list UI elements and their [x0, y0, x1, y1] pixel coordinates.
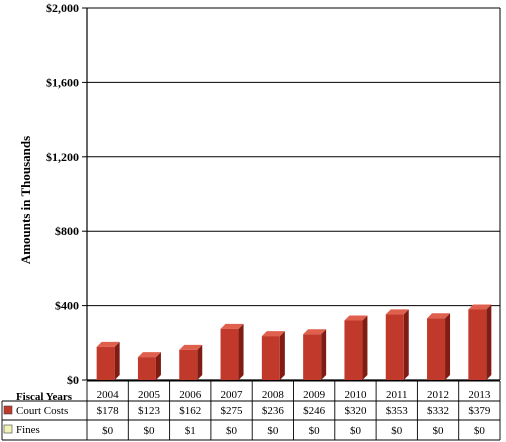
- court-costs-value-label: $123: [138, 405, 161, 417]
- y-axis-ticks: $0 $400 $800 $1,200 $1,600 $2,000: [46, 1, 79, 387]
- bar-side: [114, 341, 120, 380]
- category-label: 2008: [262, 389, 285, 401]
- bar-2013: [468, 304, 492, 380]
- bar-2008: [261, 331, 285, 380]
- bar-front: [220, 328, 239, 380]
- category-label: 2012: [427, 389, 449, 401]
- y-tick-label: $800: [55, 224, 79, 238]
- bar-front: [427, 318, 446, 380]
- y-tick-label: $400: [55, 299, 79, 313]
- court-costs-value-label: $178: [97, 405, 120, 417]
- bar-2012: [427, 313, 451, 380]
- bar-2004: [96, 341, 120, 380]
- court-costs-value-label: $236: [262, 405, 285, 417]
- bar-front: [96, 346, 115, 380]
- bar-2006: [179, 344, 203, 380]
- bar-front: [179, 349, 198, 380]
- data-table: Fiscal Years Court Costs Fines 2004 $178 $…: [1, 380, 501, 441]
- bar-side: [486, 304, 492, 380]
- bar-side: [321, 329, 327, 380]
- bar-2009: [303, 329, 327, 380]
- y-tick-label: $0: [67, 373, 79, 387]
- bar-top: [261, 331, 285, 337]
- category-label: 2005: [138, 389, 161, 401]
- category-label: 2011: [386, 389, 408, 401]
- fines-value-label: $0: [226, 425, 238, 437]
- fines-value-label: $0: [267, 425, 279, 437]
- court-costs-value-label: $246: [303, 405, 326, 417]
- category-label: 2004: [97, 389, 120, 401]
- y-tick-label: $1,200: [46, 150, 79, 164]
- table-gridlines: [1, 380, 501, 441]
- table-cells: 2004 $178 $0 2005 $123 $0 2006 $162 $1 2007 $275 $0…: [97, 389, 491, 437]
- bar-top: [427, 313, 451, 319]
- bar-front: [468, 309, 487, 380]
- court-costs-value-label: $275: [221, 405, 244, 417]
- fines-value-label: $0: [391, 425, 403, 437]
- bar-side: [155, 352, 161, 380]
- bar-top: [220, 323, 244, 329]
- bar-side: [403, 309, 409, 380]
- bar-top: [137, 352, 161, 358]
- bar-2007: [220, 323, 244, 380]
- y-tick-label: $2,000: [46, 1, 79, 15]
- bar-top: [179, 344, 203, 350]
- bar-top: [385, 309, 409, 315]
- bar-front: [385, 314, 404, 380]
- bar-top: [96, 341, 120, 347]
- bar-front: [261, 336, 280, 380]
- category-label: 2007: [221, 389, 244, 401]
- court-costs-value-label: $332: [427, 405, 449, 417]
- fines-value-label: $0: [350, 425, 362, 437]
- fines-value-label: $0: [474, 425, 486, 437]
- court-costs-value-label: $320: [344, 405, 367, 417]
- bar-2010: [344, 315, 368, 380]
- bar-top: [468, 304, 492, 310]
- bar-side: [279, 331, 285, 380]
- court-costs-value-label: $379: [468, 405, 491, 417]
- fines-value-label: $0: [143, 425, 155, 437]
- fines-value-label: $0: [102, 425, 114, 437]
- bar-2005: [137, 352, 161, 380]
- fines-value-label: $0: [433, 425, 445, 437]
- court-costs-row-header: Court Costs: [16, 405, 68, 417]
- fines-legend-swatch: [3, 424, 13, 434]
- bar-top: [344, 315, 368, 321]
- court-costs-value-label: $162: [179, 405, 201, 417]
- bar-side: [238, 323, 244, 380]
- fines-value-label: $0: [309, 425, 321, 437]
- bar-top: [303, 329, 327, 335]
- category-label: 2006: [179, 389, 202, 401]
- category-label: 2009: [303, 389, 326, 401]
- bar-side: [445, 313, 451, 380]
- bar-front: [303, 334, 322, 380]
- court-costs-legend-swatch: [3, 405, 13, 415]
- court-costs-value-label: $353: [386, 405, 409, 417]
- y-axis-label: Amounts in Thousands: [18, 136, 33, 264]
- fines-value-label: $1: [185, 425, 196, 437]
- category-label: 2010: [344, 389, 367, 401]
- bar-front: [344, 320, 363, 380]
- bar-side: [197, 344, 203, 380]
- y-tick-label: $1,600: [46, 75, 79, 89]
- category-label: 2013: [468, 389, 491, 401]
- fiscal-years-header: Fiscal Years: [16, 391, 73, 403]
- bar-2011: [385, 309, 409, 380]
- bar-side: [362, 315, 368, 380]
- fines-row-header: Fines: [16, 424, 40, 436]
- bars: [96, 304, 492, 380]
- bar-front: [137, 357, 156, 380]
- gridlines: [82, 7, 501, 381]
